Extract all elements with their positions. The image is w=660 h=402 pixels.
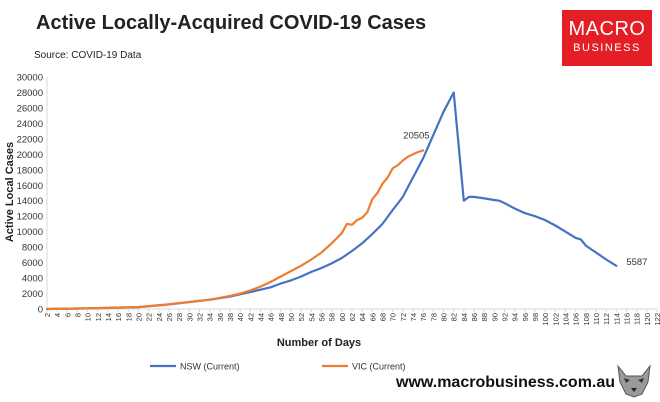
x-tick-label: 98 xyxy=(531,313,540,321)
x-tick-label: 96 xyxy=(521,313,530,321)
website-url: www.macrobusiness.com.au xyxy=(396,374,616,391)
x-tick-label: 56 xyxy=(318,313,327,321)
x-tick-label: 86 xyxy=(470,313,479,321)
y-tick-label: 28000 xyxy=(17,88,43,99)
x-tick-label: 88 xyxy=(480,313,489,321)
x-tick-label: 70 xyxy=(389,313,398,321)
x-tick-label: 64 xyxy=(358,313,367,321)
x-tick-label: 112 xyxy=(602,313,611,325)
x-tick-label: 44 xyxy=(257,313,266,321)
x-tick-label: 108 xyxy=(582,313,591,326)
x-tick-label: 26 xyxy=(165,313,174,321)
legend-label: VIC (Current) xyxy=(352,362,406,372)
x-tick-label: 100 xyxy=(541,313,550,326)
x-tick-label: 92 xyxy=(501,313,510,321)
x-tick-label: 10 xyxy=(84,313,93,321)
x-tick-label: 54 xyxy=(307,313,316,321)
chart-title: Active Locally-Acquired COVID-19 Cases xyxy=(36,12,427,34)
y-tick-label: 18000 xyxy=(17,165,43,176)
y-tick-label: 10000 xyxy=(17,227,43,238)
wolf-mascot-icon xyxy=(617,364,651,398)
series-lines xyxy=(45,91,618,311)
x-tick-label: 74 xyxy=(409,313,418,321)
chart-axes xyxy=(46,77,657,310)
x-tick-label: 4 xyxy=(53,313,62,317)
y-tick-label: 30000 xyxy=(17,73,43,84)
logo-line-1: MACRO xyxy=(568,18,646,40)
x-tick-label: 2 xyxy=(43,313,52,317)
series-line-nsw xyxy=(45,91,618,311)
y-tick-label: 8000 xyxy=(22,243,43,254)
x-tick-label: 12 xyxy=(94,313,103,321)
y-tick-label: 6000 xyxy=(22,258,43,269)
legend-label: NSW (Current) xyxy=(180,362,240,372)
x-tick-label: 104 xyxy=(562,313,571,326)
x-tick-label: 82 xyxy=(450,313,459,321)
x-tick-label: 48 xyxy=(277,313,286,321)
x-tick-label: 40 xyxy=(236,313,245,321)
x-axis-label: Number of Days xyxy=(277,337,361,349)
x-tick-label: 22 xyxy=(145,313,154,321)
y-tick-label: 0 xyxy=(38,305,43,316)
chart-legend: NSW (Current) VIC (Current) xyxy=(150,362,406,372)
y-tick-label: 20000 xyxy=(17,150,43,161)
x-tick-label: 14 xyxy=(104,313,113,321)
x-tick-label: 24 xyxy=(155,313,164,321)
y-tick-label: 16000 xyxy=(17,181,43,192)
x-tick-label: 34 xyxy=(206,313,215,321)
y-tick-label: 26000 xyxy=(17,103,43,114)
x-tick-label: 114 xyxy=(612,313,621,325)
y-tick-label: 2000 xyxy=(22,289,43,300)
x-tick-label: 58 xyxy=(328,313,337,321)
x-tick-label: 16 xyxy=(114,313,123,321)
x-tick-label: 20 xyxy=(135,313,144,321)
x-tick-label: 38 xyxy=(226,313,235,321)
series-end-label: 5587 xyxy=(626,257,647,268)
x-tick-label: 110 xyxy=(592,313,601,325)
x-tick-label: 28 xyxy=(175,313,184,321)
x-tick-label: 78 xyxy=(429,313,438,321)
x-tick-label: 30 xyxy=(185,313,194,321)
x-tick-label: 18 xyxy=(124,313,133,321)
logo-line-2: BUSINESS xyxy=(573,42,641,54)
x-tick-label: 46 xyxy=(267,313,276,321)
y-tick-label: 12000 xyxy=(17,212,43,223)
x-tick-label: 122 xyxy=(653,313,660,326)
y-tick-label: 14000 xyxy=(17,196,43,207)
x-tick-label: 76 xyxy=(419,313,428,321)
x-tick-label: 84 xyxy=(460,313,469,321)
x-tick-label: 118 xyxy=(633,313,642,325)
x-tick-label: 66 xyxy=(368,313,377,321)
x-tick-label: 72 xyxy=(399,313,408,321)
x-tick-label: 90 xyxy=(490,313,499,321)
x-tick-label: 52 xyxy=(297,313,306,321)
y-tick-label: 24000 xyxy=(17,119,43,130)
series-line-vic xyxy=(45,149,425,311)
x-tick-label: 6 xyxy=(63,313,72,317)
x-tick-label: 106 xyxy=(572,313,581,326)
x-tick-label: 32 xyxy=(196,313,205,321)
y-tick-label: 4000 xyxy=(22,274,43,285)
x-tick-label: 50 xyxy=(287,313,296,321)
y-tick-label: 22000 xyxy=(17,134,43,145)
x-tick-label: 36 xyxy=(216,313,225,321)
x-tick-label: 8 xyxy=(74,313,83,317)
y-axis-label: Active Local Cases xyxy=(4,142,16,242)
series-end-label: 20505 xyxy=(403,130,429,141)
source-note: Source: COVID-19 Data xyxy=(34,50,142,61)
x-axis-ticks: 2 4 6 8 10 12 14 16 18 20 22 24 26 28 30 32 34 36 38 40 42 44… xyxy=(43,309,660,326)
x-tick-label: 60 xyxy=(338,313,347,321)
x-tick-label: 80 xyxy=(440,313,449,321)
x-tick-label: 120 xyxy=(643,313,652,326)
macrobusiness-logo: MACRO BUSINESS xyxy=(562,10,652,66)
x-tick-label: 102 xyxy=(551,313,560,326)
x-tick-label: 116 xyxy=(623,313,632,325)
x-tick-label: 68 xyxy=(379,313,388,321)
x-tick-label: 94 xyxy=(511,313,520,321)
series-end-labels: 5587 20505 xyxy=(403,130,647,267)
x-tick-label: 42 xyxy=(246,313,255,321)
x-tick-label: 62 xyxy=(348,313,357,321)
y-axis-ticks: 0 2000 4000 6000 8000 10000 12000 14000 16000 180… xyxy=(17,73,43,316)
